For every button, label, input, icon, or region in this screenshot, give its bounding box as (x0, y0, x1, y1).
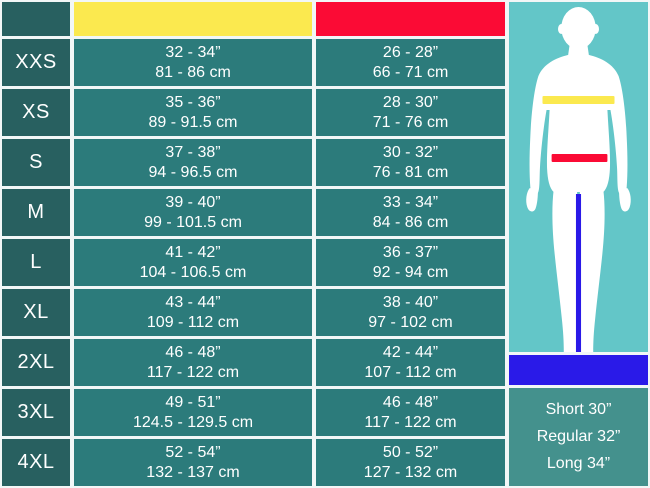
chest-cell: 37 - 38” 94 - 96.5 cm (74, 139, 312, 186)
size-label: XXS (2, 39, 70, 86)
waist-cell: 46 - 48” 117 - 122 cm (316, 389, 505, 436)
size-table: XXS 32 - 34” 81 - 86 cm 26 - 28” 66 - 71… (2, 2, 505, 486)
table-row: 2XL 46 - 48” 117 - 122 cm 42 - 44” 107 -… (2, 339, 505, 386)
waist-cm: 127 - 132 cm (363, 463, 458, 481)
waist-cm: 66 - 71 cm (372, 63, 449, 81)
table-row: XS 35 - 36” 89 - 91.5 cm 28 - 30” 71 - 7… (2, 89, 505, 136)
table-row: 3XL 49 - 51” 124.5 - 129.5 cm 46 - 48” 1… (2, 389, 505, 436)
chest-cm: 132 - 137 cm (146, 463, 240, 481)
waist-inches: 50 - 52” (382, 443, 439, 461)
chest-cm: 89 - 91.5 cm (148, 113, 238, 131)
size-label: M (2, 189, 70, 236)
size-label: 4XL (2, 439, 70, 486)
inseam-regular-label: Regular 32” (536, 428, 621, 445)
waist-inches: 42 - 44” (382, 343, 439, 361)
waist-cell: 33 - 34” 84 - 86 cm (316, 189, 505, 236)
waist-cell: 36 - 37” 92 - 94 cm (316, 239, 505, 286)
chest-inches: 32 - 34” (165, 43, 221, 61)
waist-cm: 92 - 94 cm (372, 263, 449, 281)
size-label: XS (2, 89, 70, 136)
chest-inches: 49 - 51” (165, 393, 221, 411)
measurement-guide-panel: Short 30” Regular 32” Long 34” (509, 2, 648, 486)
inseam-color-bar (509, 355, 648, 385)
chest-inches: 43 - 44” (165, 293, 221, 311)
chest-cell: 35 - 36” 89 - 91.5 cm (74, 89, 312, 136)
chest-cm: 104 - 106.5 cm (139, 263, 247, 281)
waist-cm: 117 - 122 cm (364, 413, 457, 431)
inseam-short-label: Short 30” (545, 401, 612, 418)
chest-cell: 52 - 54” 132 - 137 cm (74, 439, 312, 486)
waist-cell: 30 - 32” 76 - 81 cm (316, 139, 505, 186)
waist-inches: 38 - 40” (382, 293, 439, 311)
chest-cm: 81 - 86 cm (155, 63, 231, 81)
waist-inches: 33 - 34” (382, 193, 439, 211)
table-row: 4XL 52 - 54” 132 - 137 cm 50 - 52” 127 -… (2, 439, 505, 486)
waist-cell: 26 - 28” 66 - 71 cm (316, 39, 505, 86)
waist-cell: 50 - 52” 127 - 132 cm (316, 439, 505, 486)
size-label: 2XL (2, 339, 70, 386)
chest-inches: 39 - 40” (165, 193, 221, 211)
size-label: L (2, 239, 70, 286)
inseam-measure-line (575, 194, 582, 352)
chest-cell: 43 - 44” 109 - 112 cm (74, 289, 312, 336)
chest-cm: 94 - 96.5 cm (148, 163, 238, 181)
waist-cell: 38 - 40” 97 - 102 cm (316, 289, 505, 336)
header-chest-color-bar (74, 2, 312, 36)
waist-inches: 30 - 32” (382, 143, 439, 161)
waist-cm: 107 - 112 cm (364, 363, 457, 381)
waist-cm: 76 - 81 cm (372, 163, 449, 181)
chest-measure-line (542, 96, 615, 104)
chest-cell: 41 - 42” 104 - 106.5 cm (74, 239, 312, 286)
waist-inches: 26 - 28” (382, 43, 439, 61)
waist-measure-line (551, 154, 608, 162)
table-row: L 41 - 42” 104 - 106.5 cm 36 - 37” 92 - … (2, 239, 505, 286)
table-row: M 39 - 40” 99 - 101.5 cm 33 - 34” 84 - 8… (2, 189, 505, 236)
table-row: XL 43 - 44” 109 - 112 cm 38 - 40” 97 - 1… (2, 289, 505, 336)
chest-cm: 109 - 112 cm (146, 313, 240, 331)
table-row: XXS 32 - 34” 81 - 86 cm 26 - 28” 66 - 71… (2, 39, 505, 86)
waist-cell: 42 - 44” 107 - 112 cm (316, 339, 505, 386)
waist-cell: 28 - 30” 71 - 76 cm (316, 89, 505, 136)
chest-cell: 39 - 40” 99 - 101.5 cm (74, 189, 312, 236)
chest-inches: 41 - 42” (165, 243, 221, 261)
chest-inches: 52 - 54” (165, 443, 221, 461)
chest-inches: 37 - 38” (165, 143, 221, 161)
waist-inches: 36 - 37” (382, 243, 439, 261)
waist-cm: 97 - 102 cm (368, 313, 453, 331)
size-label: 3XL (2, 389, 70, 436)
header-size-blank (2, 2, 70, 36)
waist-cm: 71 - 76 cm (372, 113, 449, 131)
body-silhouette-icon (526, 7, 631, 352)
waist-inches: 28 - 30” (382, 93, 439, 111)
size-label: S (2, 139, 70, 186)
inseam-long-label: Long 34” (546, 455, 611, 472)
waist-inches: 46 - 48” (382, 393, 439, 411)
chest-inches: 35 - 36” (165, 93, 221, 111)
waist-cm: 84 - 86 cm (372, 213, 449, 231)
chest-cell: 46 - 48” 117 - 122 cm (74, 339, 312, 386)
chest-cm: 117 - 122 cm (146, 363, 240, 381)
size-label: XL (2, 289, 70, 336)
chest-inches: 46 - 48” (165, 343, 221, 361)
table-row: S 37 - 38” 94 - 96.5 cm 30 - 32” 76 - 81… (2, 139, 505, 186)
inseam-length-legend: Short 30” Regular 32” Long 34” (509, 388, 648, 486)
chest-cm: 99 - 101.5 cm (144, 213, 242, 231)
chest-cm: 124.5 - 129.5 cm (132, 413, 254, 431)
body-figure-panel (509, 2, 648, 352)
chest-cell: 49 - 51” 124.5 - 129.5 cm (74, 389, 312, 436)
header-waist-color-bar (316, 2, 505, 36)
table-header-row (2, 2, 505, 36)
chest-cell: 32 - 34” 81 - 86 cm (74, 39, 312, 86)
